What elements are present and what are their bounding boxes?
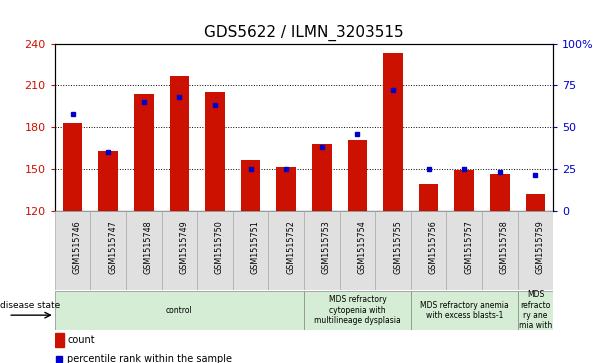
Bar — [517, 211, 553, 290]
Bar — [205, 92, 225, 211]
Bar — [63, 123, 82, 211]
Text: GSM1515746: GSM1515746 — [72, 220, 81, 274]
Bar — [383, 53, 403, 211]
Bar — [98, 151, 118, 211]
Text: GSM1515749: GSM1515749 — [179, 220, 188, 274]
Bar — [55, 291, 304, 330]
Bar — [304, 211, 340, 290]
Bar — [304, 291, 411, 330]
Bar — [482, 211, 517, 290]
Text: GSM1515755: GSM1515755 — [393, 220, 402, 274]
Text: GSM1515759: GSM1515759 — [536, 220, 545, 274]
Bar — [268, 211, 304, 290]
Bar — [411, 291, 517, 330]
Text: GSM1515747: GSM1515747 — [108, 220, 117, 274]
Text: control: control — [166, 306, 193, 315]
Bar — [233, 211, 268, 290]
Bar — [312, 144, 331, 211]
Bar — [126, 211, 162, 290]
Title: GDS5622 / ILMN_3203515: GDS5622 / ILMN_3203515 — [204, 25, 404, 41]
Bar — [91, 211, 126, 290]
Text: GSM1515757: GSM1515757 — [465, 220, 473, 274]
Bar — [454, 170, 474, 211]
Text: MDS
refracto
ry ane
mia with: MDS refracto ry ane mia with — [519, 290, 552, 330]
Text: GSM1515754: GSM1515754 — [358, 220, 367, 274]
Bar — [446, 211, 482, 290]
Text: GSM1515750: GSM1515750 — [215, 220, 224, 274]
Bar — [277, 167, 296, 211]
Bar — [490, 174, 510, 211]
Bar — [55, 211, 91, 290]
Text: percentile rank within the sample: percentile rank within the sample — [67, 354, 232, 363]
Text: GSM1515758: GSM1515758 — [500, 220, 509, 274]
Bar — [526, 194, 545, 211]
Bar — [419, 184, 438, 211]
Text: GSM1515751: GSM1515751 — [250, 220, 260, 274]
Bar — [170, 76, 189, 211]
Bar — [134, 94, 154, 211]
Bar — [241, 160, 260, 211]
Bar — [348, 139, 367, 211]
Bar — [517, 291, 553, 330]
Text: GSM1515748: GSM1515748 — [143, 220, 153, 274]
Text: MDS refractory anemia
with excess blasts-1: MDS refractory anemia with excess blasts… — [420, 301, 509, 320]
Bar — [197, 211, 233, 290]
Text: GSM1515756: GSM1515756 — [429, 220, 438, 274]
Text: MDS refractory
cytopenia with
multilineage dysplasia: MDS refractory cytopenia with multilinea… — [314, 295, 401, 325]
Text: GSM1515753: GSM1515753 — [322, 220, 331, 274]
Bar — [375, 211, 411, 290]
Text: disease state: disease state — [0, 301, 60, 310]
Bar — [340, 211, 375, 290]
Text: count: count — [67, 335, 95, 345]
Bar — [162, 211, 197, 290]
Bar — [411, 211, 446, 290]
Bar — [55, 333, 64, 347]
Text: GSM1515752: GSM1515752 — [286, 220, 295, 274]
